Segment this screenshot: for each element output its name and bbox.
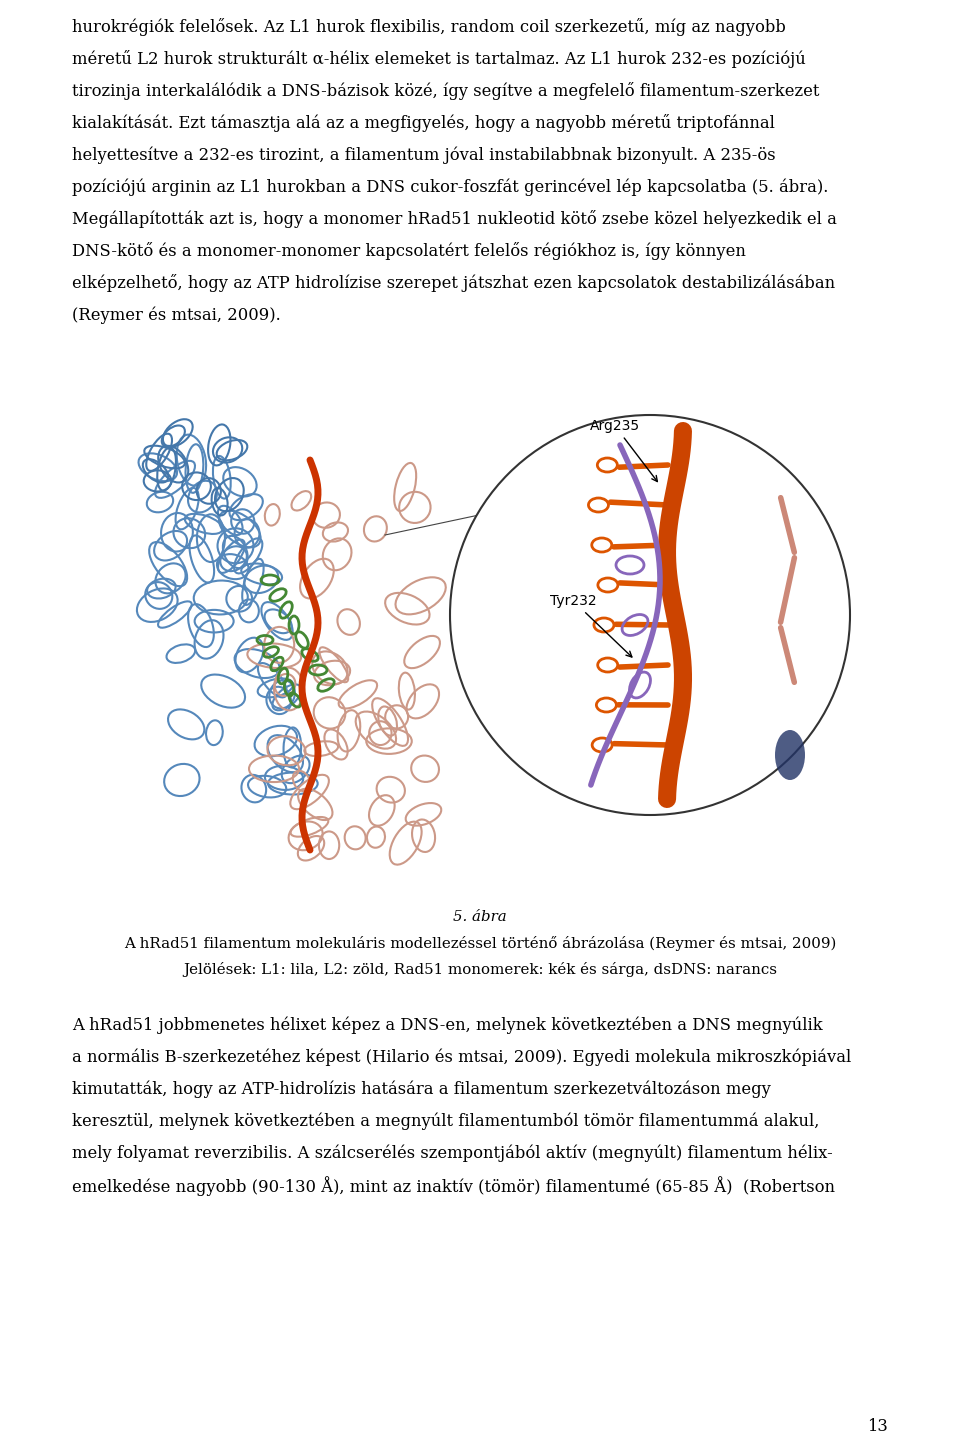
Text: méretű L2 hurok strukturált α-hélix elemeket is tartalmaz. Az L1 hurok 232-es po: méretű L2 hurok strukturált α-hélix elem… (72, 50, 805, 68)
Text: Jelölések: L1: lila, L2: zöld, Rad51 monomerek: kék és sárga, dsDNS: narancs: Jelölések: L1: lila, L2: zöld, Rad51 mon… (183, 962, 777, 976)
Text: (Reymer és mtsai, 2009).: (Reymer és mtsai, 2009). (72, 307, 280, 324)
Text: pozíciójú arginin az L1 hurokban a DNS cukor-foszfát gerincével lép kapcsolatba : pozíciójú arginin az L1 hurokban a DNS c… (72, 179, 828, 196)
Text: Megállapították azt is, hogy a monomer hRad51 nukleotid kötő zsebe közel helyezk: Megállapították azt is, hogy a monomer h… (72, 210, 837, 228)
Text: 13: 13 (867, 1418, 888, 1436)
Text: a normális B-szerkezetéhez képest (Hilario és mtsai, 2009). Egyedi molekula mikr: a normális B-szerkezetéhez képest (Hilar… (72, 1048, 852, 1066)
Text: kimutatták, hogy az ATP-hidrolízis hatására a filamentum szerkezetváltozáson meg: kimutatták, hogy az ATP-hidrolízis hatás… (72, 1080, 771, 1097)
Text: helyettesítve a 232-es tirozint, a filamentum jóval instabilabbnak bizonyult. A : helyettesítve a 232-es tirozint, a filam… (72, 145, 776, 164)
Text: kialakítását. Ezt támasztja alá az a megfigyelés, hogy a nagyobb méretű triptofá: kialakítását. Ezt támasztja alá az a meg… (72, 114, 775, 132)
Text: keresztül, melynek következtében a megnyúlt filamentumból tömör filamentummá ala: keresztül, melynek következtében a megny… (72, 1112, 820, 1129)
Text: 5. ábra: 5. ábra (453, 910, 507, 924)
Text: emelkedése nagyobb (90-130 Å), mint az inaktív (tömör) filamentumé (65-85 Å)  (R: emelkedése nagyobb (90-130 Å), mint az i… (72, 1176, 835, 1195)
Text: mely folyamat reverzibilis. A szálcserélés szempontjából aktív (megnyúlt) filame: mely folyamat reverzibilis. A szálcserél… (72, 1143, 832, 1162)
Text: DNS-kötő és a monomer-monomer kapcsolatért felelős régiókhoz is, így könnyen: DNS-kötő és a monomer-monomer kapcsolaté… (72, 242, 746, 261)
Text: elképzelhető, hogy az ATP hidrolízise szerepet játszhat ezen kapcsolatok destabi: elképzelhető, hogy az ATP hidrolízise sz… (72, 274, 835, 292)
Text: A hRad51 jobbmenetes hélixet képez a DNS-en, melynek következtében a DNS megnyúl: A hRad51 jobbmenetes hélixet képez a DNS… (72, 1017, 823, 1034)
Ellipse shape (775, 730, 805, 780)
Text: hurokrégiók felelősek. Az L1 hurok flexibilis, random coil szerkezetű, míg az na: hurokrégiók felelősek. Az L1 hurok flexi… (72, 17, 786, 36)
Text: A hRad51 filamentum molekuláris modellezéssel történő ábrázolása (Reymer és mtsa: A hRad51 filamentum molekuláris modellez… (124, 936, 836, 950)
Text: Tyr232: Tyr232 (550, 593, 632, 657)
Text: tirozinja interkalálódik a DNS-bázisok közé, így segítve a megfelelő filamentum-: tirozinja interkalálódik a DNS-bázisok k… (72, 82, 820, 99)
Circle shape (450, 415, 850, 815)
Text: Arg235: Arg235 (590, 419, 658, 481)
